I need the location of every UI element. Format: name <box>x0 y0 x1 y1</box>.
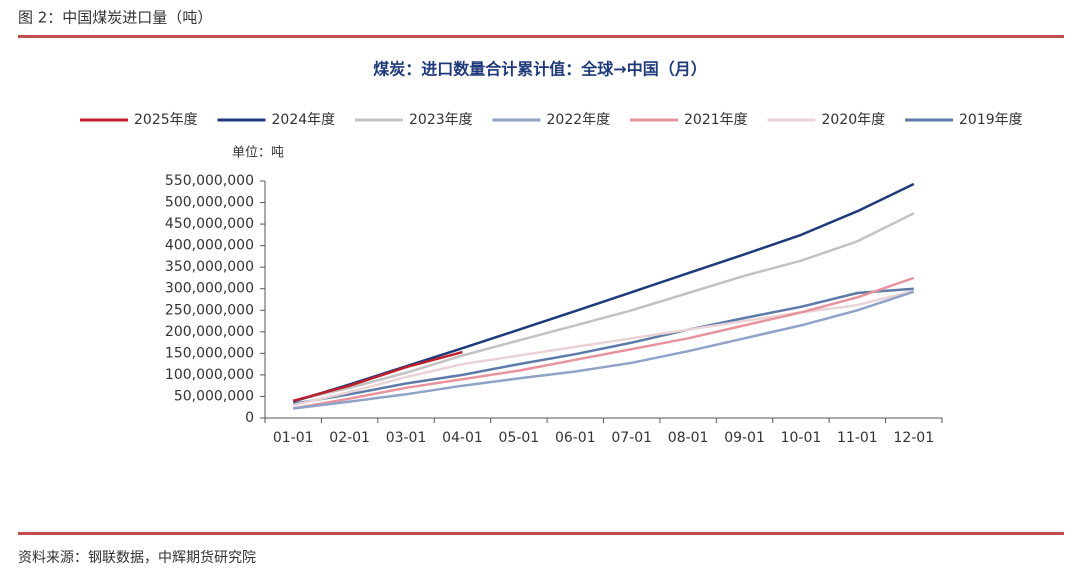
series-line <box>292 350 463 403</box>
y-tick-label: 400,000,000 <box>165 238 254 254</box>
y-tick-label: 350,000,000 <box>165 259 254 275</box>
series-line <box>292 212 915 403</box>
x-tick-label: 08-01 <box>668 430 709 446</box>
x-tick-label: 10-01 <box>781 430 822 446</box>
y-tick-label: 450,000,000 <box>165 216 254 232</box>
y-tick-label: 50,000,000 <box>174 388 254 404</box>
x-tick-label: 06-01 <box>555 430 596 446</box>
y-tick-label: 250,000,000 <box>165 302 254 318</box>
x-tick-label: 11-01 <box>837 430 878 446</box>
legend-label: 2022年度 <box>547 112 611 128</box>
x-tick-label: 01-01 <box>273 430 314 446</box>
y-tick-label: 100,000,000 <box>165 367 254 383</box>
series-line <box>292 182 915 403</box>
legend-label: 2024年度 <box>272 112 336 128</box>
x-tick-label: 03-01 <box>386 430 427 446</box>
x-tick-label: 04-01 <box>442 430 483 446</box>
series-line <box>293 290 915 410</box>
x-tick-label: 02-01 <box>329 430 370 446</box>
footer-rule <box>18 532 1064 535</box>
x-tick-label: 12-01 <box>893 430 934 446</box>
x-tick-label: 09-01 <box>724 430 765 446</box>
y-tick-label: 300,000,000 <box>165 281 254 297</box>
legend-label: 2023年度 <box>409 112 473 128</box>
y-tick-label: 150,000,000 <box>165 345 254 361</box>
series-line <box>292 276 915 410</box>
legend-label: 2021年度 <box>684 112 748 128</box>
source: 资料来源：钢联数据，中辉期货研究院 <box>18 549 256 566</box>
y-tick-label: 200,000,000 <box>165 324 254 340</box>
legend-label: 2019年度 <box>959 112 1023 128</box>
figure-header: 图 2：中国煤炭进口量（吨） <box>18 9 212 27</box>
x-tick-label: 05-01 <box>499 430 540 446</box>
chart-title: 煤炭：进口数量合计累计值：全球→中国（月） <box>373 60 706 79</box>
y-tick-label: 500,000,000 <box>165 195 254 211</box>
series-line <box>292 287 914 406</box>
legend-label: 2025年度 <box>134 112 198 128</box>
series-line <box>292 289 915 407</box>
x-tick-label: 07-01 <box>611 430 652 446</box>
y-tick-label: 550,000,000 <box>165 173 254 189</box>
header-rule <box>18 35 1064 38</box>
legend-label: 2020年度 <box>822 112 886 128</box>
y-tick-label: 0 <box>245 410 254 426</box>
unit-label: 单位：吨 <box>232 146 284 161</box>
